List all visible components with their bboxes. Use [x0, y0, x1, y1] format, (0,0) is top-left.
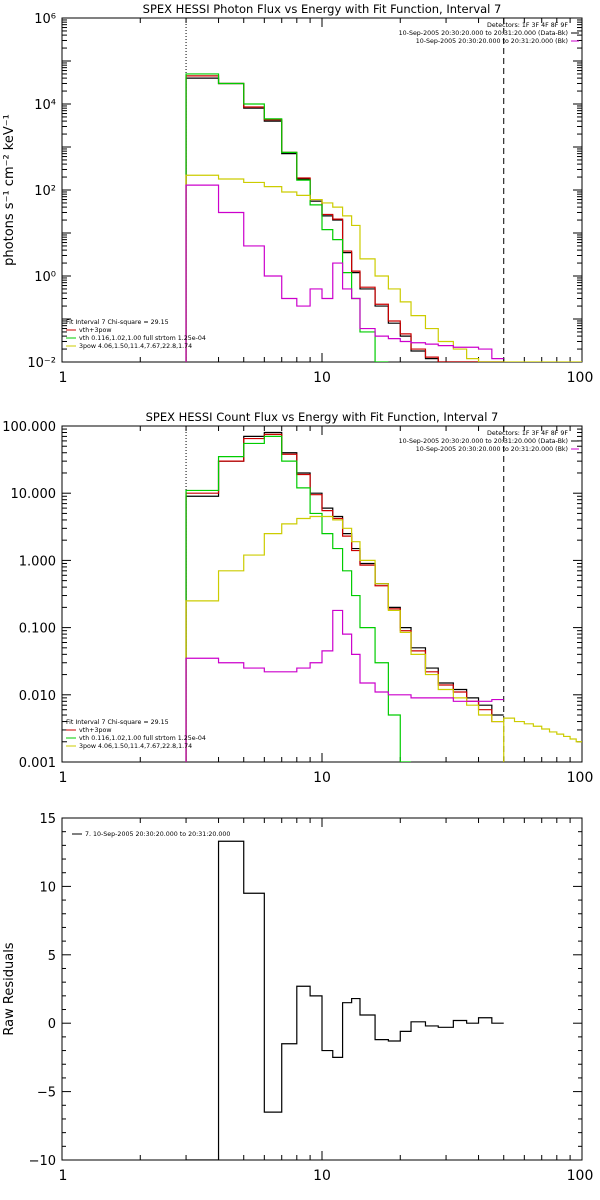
series-line-1 — [185, 431, 504, 762]
legend-label: vth 0.116,1.02,1.00 full strtom 1.25e-04 — [79, 735, 206, 742]
legend-label: 3pow 4.06,1.50,11.4,7.67,22.8,1.74 — [79, 343, 192, 350]
legend-label: vth+3pow — [79, 327, 111, 334]
series-line-2 — [185, 433, 504, 762]
x-axis: 1 10 100 — [59, 18, 594, 386]
y-tick-label: 100.000 — [2, 420, 56, 435]
legend: 7. 10-Sep-2005 20:30:20.000 to 20:31:20.… — [72, 831, 230, 838]
x-tick-label: 1 — [59, 770, 68, 786]
x-tick-label: 1 — [59, 1168, 68, 1184]
series-line-3 — [185, 73, 389, 362]
x-tick-label: 10 — [313, 370, 331, 386]
header-line: Detectors: 1F 3F 4F 8F 9F — [487, 430, 568, 437]
plot-frame — [61, 817, 583, 1161]
series-line-2 — [185, 75, 504, 362]
plot-area — [185, 431, 582, 762]
y-tick-label: 10⁻² — [27, 356, 56, 371]
chart-panel-1: SPEX HESSI Photon Flux vs Energy with Fi… — [2, 2, 593, 386]
y-axis: 10⁻² 10⁰ 10² 10⁴ 10⁶ photons s⁻¹ cm⁻² keV⁻¹ — [2, 12, 582, 371]
series-line-1 — [185, 77, 504, 362]
legend-label: 3pow 4.06,1.50,11.4,7.67,22.8,1.74 — [79, 743, 192, 750]
y-tick-label: 10² — [34, 184, 56, 199]
y-axis: −10 −5 0 5 10 15 Raw Residuals — [2, 812, 582, 1169]
x-tick-label: 100 — [567, 1168, 594, 1184]
series-line-4 — [185, 174, 504, 362]
y-axis-label: photons s⁻¹ cm⁻² keV⁻¹ — [2, 114, 17, 266]
y-tick-label: 5 — [48, 949, 56, 964]
header-line: 10-Sep-2005 20:30:20.000 to 20:31:20.000… — [416, 38, 568, 45]
header-line: Detectors: 1F 3F 4F 8F 9F — [487, 22, 568, 29]
x-tick-label: 10 — [313, 1168, 331, 1184]
y-axis-label: Raw Residuals — [2, 942, 17, 1035]
y-tick-label: −10 — [29, 1154, 56, 1169]
series-line-1 — [186, 840, 504, 1160]
header-line: 10-Sep-2005 20:30:20.000 to 20:31:20.000… — [399, 438, 568, 445]
header-line: 10-Sep-2005 20:30:20.000 to 20:31:20.000… — [416, 446, 568, 453]
y-axis: 0.001 0.010 0.100 1.000 10.000 100.000 — [2, 420, 582, 771]
x-axis: 1 10 100 — [59, 818, 594, 1184]
x-tick-label: 1 — [59, 370, 68, 386]
plot-area — [185, 73, 582, 362]
x-tick-label: 10 — [313, 770, 331, 786]
chart-title: SPEX HESSI Count Flux vs Energy with Fit… — [146, 410, 499, 424]
plot-area — [186, 840, 504, 1160]
y-tick-label: −5 — [37, 1086, 56, 1101]
y-tick-label: 10⁶ — [34, 12, 56, 27]
series-line-3 — [185, 435, 412, 762]
legend-label: Fit Interval 7 Chi-square = 29.15 — [66, 319, 169, 326]
legend-label: vth+3pow — [79, 727, 111, 734]
chart-panel-3: 1 10 100 −10 −5 0 5 10 15 Raw Residuals 7. 10-Sep-… — [2, 812, 593, 1184]
chart-panel-2: SPEX HESSI Count Flux vs Energy with Fit… — [2, 410, 593, 786]
header-line: 10-Sep-2005 20:30:20.000 to 20:31:20.000… — [399, 30, 568, 37]
legend-label: Fit Interval 7 Chi-square = 29.15 — [66, 719, 169, 726]
y-tick-label: 1.000 — [19, 554, 56, 569]
legend-label: 7. 10-Sep-2005 20:30:20.000 to 20:31:20.… — [85, 831, 230, 838]
x-axis: 1 10 100 — [59, 426, 594, 786]
x-tick-label: 100 — [567, 370, 594, 386]
legend: Fit Interval 7 Chi-square = 29.15vth+3po… — [66, 319, 206, 350]
legend-label: vth 0.116,1.02,1.00 full strtom 1.25e-04 — [79, 335, 206, 342]
legend: Fit Interval 7 Chi-square = 29.15vth+3po… — [66, 719, 206, 750]
series-line-5 — [185, 184, 504, 362]
y-tick-label: 10 — [39, 880, 56, 895]
y-tick-label: 15 — [39, 812, 56, 827]
chart-title: SPEX HESSI Photon Flux vs Energy with Fi… — [143, 2, 502, 16]
series-line-4 — [185, 515, 504, 762]
y-tick-label: 10⁰ — [34, 270, 56, 285]
y-tick-label: 10⁴ — [34, 98, 56, 113]
y-tick-label: 0 — [48, 1017, 56, 1032]
y-tick-label: 0.001 — [19, 756, 56, 771]
y-tick-label: 10.000 — [11, 487, 57, 502]
x-tick-label: 100 — [567, 770, 594, 786]
y-tick-label: 0.010 — [19, 689, 56, 704]
y-tick-label: 0.100 — [19, 622, 56, 637]
series-line-5 — [185, 609, 504, 762]
series-extension — [503, 717, 582, 762]
